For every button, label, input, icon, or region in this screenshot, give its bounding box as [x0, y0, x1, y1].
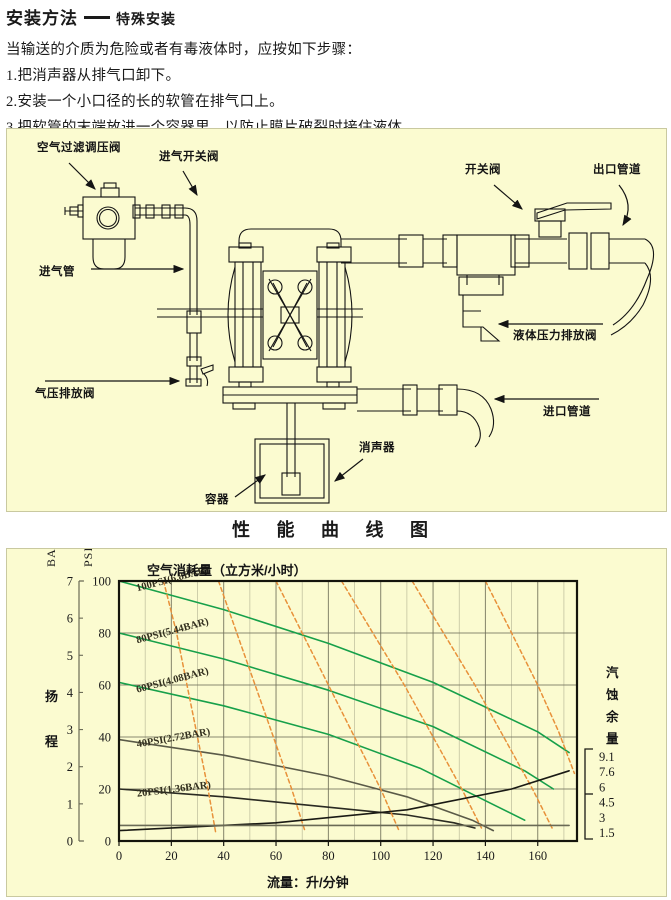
curve-air-4 — [340, 580, 484, 832]
npsh-tick-label: 6 — [599, 780, 605, 794]
curve-100psi-6-8bar- — [118, 580, 570, 754]
x-tick-label: 60 — [270, 849, 283, 863]
chart-section-title: 性 能 曲 线 图 — [232, 520, 439, 540]
axis-label-npsh-char3: 余 — [605, 709, 619, 724]
curve-air-1 — [162, 580, 217, 834]
curve-80psi-5-44bar- — [118, 632, 555, 790]
outlet-manifold-piping — [341, 202, 655, 342]
x-tick-label: 20 — [165, 849, 178, 863]
axis-label-npsh-char1: 汽 — [606, 665, 619, 680]
page-title: 安装方法 — [6, 9, 78, 28]
psi-tick-label: 80 — [99, 627, 112, 641]
psi-tick-label: 20 — [99, 783, 112, 797]
step-item-1: 1.把消声器从排气口卸下。 — [6, 68, 181, 84]
axis-label-npsh-char4: 量 — [606, 732, 619, 746]
chart-plot-frame — [117, 579, 579, 843]
curve-20psi-1-36bar- — [118, 788, 476, 829]
muffler-and-container — [254, 403, 330, 504]
bar-tick-label: 1 — [67, 797, 73, 811]
npsh-tick-label: 9.1 — [599, 750, 615, 764]
air-pressure-relief-valve-part — [185, 364, 214, 387]
npsh-tick-label: 1.5 — [599, 826, 615, 840]
header-text-block: 安装方法 特殊安装 当输送的介质为危险或者有毒液体时，应按如下步骤： 1.把消声… — [6, 4, 666, 137]
diagram-label-air-filter-regulator: 空气过滤调压阀 — [37, 140, 121, 154]
arrow-outlet-pipe — [618, 184, 632, 227]
installation-diagram-svg: 空气过滤调压阀 进气开关阀 开关阀 出口管道 进气管 液体压力排放阀 气压排放阀… — [7, 129, 666, 511]
x-tick-label: 40 — [217, 849, 230, 863]
diagram-label-muffler: 消声器 — [359, 440, 395, 454]
curve-air-5 — [411, 580, 555, 832]
arrow-muffler — [334, 458, 364, 482]
performance-curve-panel: 100PSI(6.8BAR) 80PSI(5.44BAR) 60PSI(4.08BA… — [6, 548, 667, 897]
axis-label-flow: 流量：升/分钟 — [267, 875, 349, 890]
x-tick-label: 120 — [424, 849, 443, 863]
diagram-label-liquid-pressure-relief-valve: 液体压力排放阀 — [513, 328, 597, 342]
psi-tick-label: 0 — [105, 835, 111, 849]
x-tick-label: 160 — [528, 849, 547, 863]
x-tick-label: 140 — [476, 849, 495, 863]
step-item-2: 2.安装一个小口径的长的软管在排气口上。 — [6, 94, 284, 110]
arrow-container — [234, 474, 266, 498]
air-supply-pipe-run — [132, 204, 185, 219]
curve-60psi-4-08bar- — [118, 681, 526, 821]
npsh-tick-label: 7.6 — [599, 765, 615, 779]
bar-tick-label: 7 — [67, 575, 73, 589]
npsh-scale: 9.17.66 4.531.5 — [584, 748, 615, 840]
header-title-line: 安装方法 特殊安装 — [6, 4, 666, 29]
npsh-tick-label: 4.5 — [599, 796, 615, 810]
chart-inner-title: 空气消耗量（立方米/小时） — [147, 563, 307, 578]
chart-background — [7, 549, 666, 896]
diagram-label-switch-valve: 开关阀 — [465, 162, 501, 176]
bar-tick-label: 0 — [67, 835, 73, 849]
diagram-label-intake-switch-valve: 进气开关阀 — [159, 149, 219, 163]
npsh-tick-label: 3 — [599, 811, 605, 825]
arrow-air-filter-regulator — [68, 162, 96, 190]
axis-unit-bar: BAR — [44, 549, 58, 567]
diagram-label-container: 容器 — [204, 492, 229, 506]
bar-tick-label: 2 — [67, 760, 73, 774]
bar-tick-label: 5 — [67, 649, 73, 663]
performance-curve-svg: 100PSI(6.8BAR)80PSI(5.44BAR)60PSI(4.08BA… — [7, 549, 666, 896]
arrow-intake-switch-valve — [182, 170, 198, 197]
axis-label-head-char1: 扬 — [45, 689, 58, 704]
bar-tick-label: 4 — [67, 686, 74, 700]
plot-border — [117, 579, 579, 843]
installation-diagram-panel: 空气过滤调压阀 进气开关阀 开关阀 出口管道 进气管 液体压力排放阀 气压排放阀… — [6, 128, 667, 512]
curve-air-3 — [275, 580, 400, 832]
page-subtitle: 特殊安装 — [116, 13, 176, 28]
psi-tick-label: 60 — [99, 679, 112, 693]
intake-pipe-run — [184, 207, 202, 367]
intro-paragraph: 当输送的介质为危险或者有毒液体时，应按如下步骤： — [6, 42, 362, 58]
arrow-switch-valve — [493, 184, 523, 210]
psi-tick-label: 40 — [99, 731, 112, 745]
diagram-label-intake-pipe: 进气管 — [39, 264, 75, 278]
diaphragm-pump-body — [157, 228, 363, 410]
chart-axis-ticks: 0 20 40 60 80 100 120 140 160 0 20 40 60 80 100 0 1 2 3 4 5 6… — [67, 575, 547, 864]
diagram-label-outlet-pipe: 出口管道 — [593, 162, 641, 176]
curve-40psi-2-72bar- — [118, 738, 495, 832]
diagram-label-inlet-pipe: 进口管道 — [543, 404, 591, 418]
axis-label-npsh-char2: 蚀 — [605, 687, 619, 702]
bar-tick-label: 3 — [67, 723, 73, 737]
diagram-label-air-pressure-relief-valve: 气压排放阀 — [34, 386, 95, 400]
x-tick-label: 100 — [371, 849, 390, 863]
x-tick-label: 0 — [116, 849, 122, 863]
bar-tick-label: 6 — [67, 612, 73, 626]
curve-air-6 — [484, 580, 576, 775]
axis-label-head-char2: 程 — [45, 734, 58, 749]
axis-unit-psi: PSI — [81, 549, 95, 567]
curve-air-2 — [217, 580, 306, 832]
inlet-piping — [357, 384, 495, 448]
x-tick-label: 80 — [322, 849, 335, 863]
title-dash — [84, 16, 110, 19]
annotation-arrows — [45, 162, 632, 498]
psi-tick-label: 100 — [92, 575, 111, 589]
